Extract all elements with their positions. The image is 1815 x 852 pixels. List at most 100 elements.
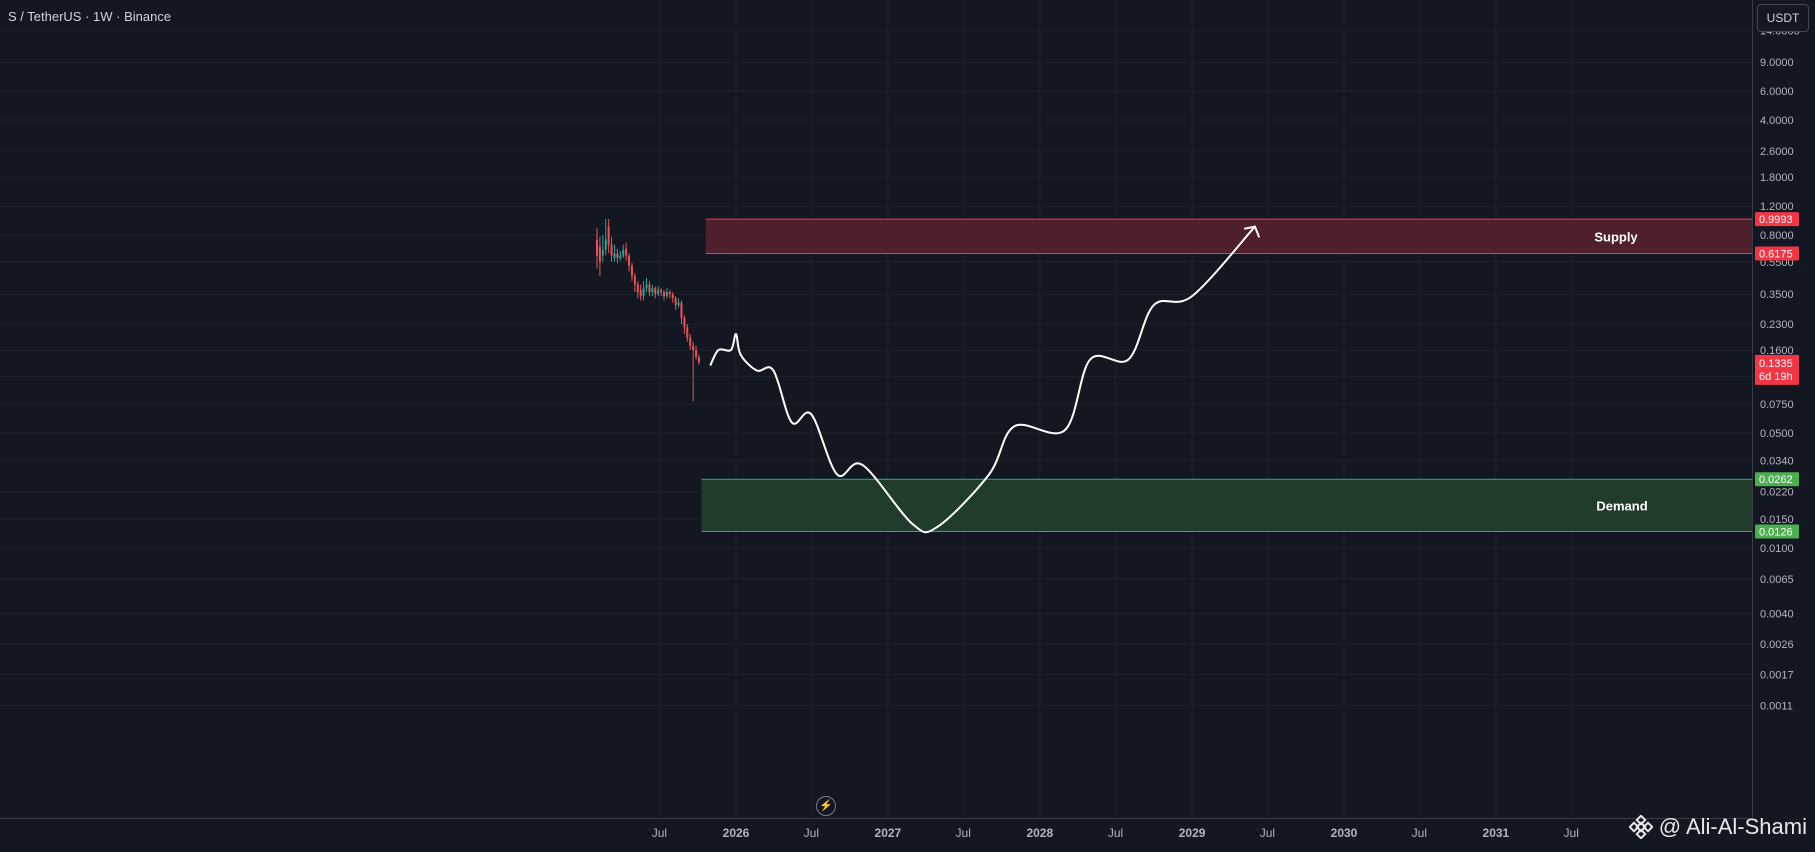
y-tick-label: 2.6000 (1760, 146, 1794, 158)
x-tick-label: 2028 (1026, 826, 1053, 840)
candle-body (645, 284, 648, 289)
price-badge-label: 0.9993 (1759, 214, 1793, 226)
price-badge-label: 0.6175 (1759, 248, 1793, 260)
x-tick-label: 2027 (875, 826, 902, 840)
candle-body (697, 356, 700, 363)
y-tick-label: 0.1600 (1760, 345, 1794, 357)
grid-lines (0, 0, 1752, 818)
currency-button[interactable]: USDT (1757, 4, 1809, 32)
y-tick-label: 1.8000 (1760, 172, 1794, 184)
price-badge (1755, 472, 1799, 487)
candle-body (625, 248, 628, 256)
price-badge (1755, 524, 1799, 539)
y-tick-label: 1.2000 (1760, 201, 1794, 213)
countdown-label: 6d 19h (1759, 371, 1793, 383)
x-tick-label: 2030 (1331, 826, 1358, 840)
candle-body (686, 327, 689, 338)
candle-body (596, 239, 599, 256)
candle-body (622, 249, 625, 256)
candle-body (639, 290, 642, 297)
candle-body (601, 249, 604, 256)
x-tick-label: Jul (956, 826, 971, 840)
supply-label: Supply (1594, 229, 1638, 244)
y-tick-label: 4.0000 (1760, 115, 1794, 127)
candle-body (619, 255, 622, 258)
candle-body (665, 292, 668, 297)
price-badge (1755, 246, 1799, 261)
x-tick-label: Jul (1564, 826, 1579, 840)
candle-body (683, 318, 686, 328)
y-tick-label: 0.0011 (1760, 701, 1793, 713)
x-tick-label: Jul (804, 826, 819, 840)
candle-body (648, 284, 651, 293)
candle-body (689, 337, 692, 346)
candle-body (668, 292, 671, 295)
x-tick-label: Jul (1260, 826, 1275, 840)
y-tick-label: 0.0150 (1760, 514, 1794, 526)
candle-body (654, 288, 657, 295)
watermark-text: @ Ali-Al-Shami (1658, 814, 1807, 839)
demand-label: Demand (1596, 498, 1647, 513)
x-tick-label: 2026 (723, 826, 750, 840)
x-tick-label: 2029 (1179, 826, 1206, 840)
candle-body (633, 276, 636, 285)
binance-diamond-icon (1628, 815, 1653, 839)
candles (596, 219, 700, 402)
y-tick-label: 0.3500 (1760, 289, 1794, 301)
price-chart[interactable]: Supply Demand (0, 0, 1752, 818)
price-badge-label: 0.0262 (1759, 474, 1793, 486)
y-tick-label: 0.0220 (1760, 487, 1794, 499)
x-tick-label: Jul (1108, 826, 1123, 840)
supply-zone (705, 219, 1752, 254)
candle-body (616, 253, 619, 258)
y-tick-label: 0.0040 (1760, 608, 1794, 620)
y-tick-label: 0.8000 (1760, 230, 1794, 242)
last-price-label: 0.1335 (1759, 358, 1793, 370)
candle-body (636, 284, 639, 293)
zones: Supply Demand (701, 218, 1752, 532)
candle-body (642, 288, 645, 297)
candle-body (607, 226, 610, 245)
candle-body (610, 244, 613, 256)
y-tick-label: 0.0500 (1760, 428, 1794, 440)
y-tick-label: 0.0750 (1760, 399, 1794, 411)
watermark: @ Ali-Al-Shami (1628, 814, 1807, 840)
candle-body (651, 288, 654, 293)
y-tick-label: 0.0017 (1760, 670, 1794, 682)
y-tick-label: 0.0065 (1760, 574, 1794, 586)
candle-body (680, 302, 683, 319)
symbol-title[interactable]: S / TetherUS · 1W · Binance (8, 9, 172, 24)
candle-body (613, 253, 616, 258)
candle-body (598, 246, 601, 262)
candle-body (630, 265, 633, 277)
y-tick-label: 0.0026 (1760, 639, 1794, 651)
x-tick-label: 2031 (1483, 826, 1510, 840)
candle-body (695, 349, 698, 357)
projection-line (709, 225, 1256, 534)
y-tick-label: 6.0000 (1760, 86, 1794, 98)
candle-body (663, 292, 666, 297)
lightning-icon[interactable]: ⚡ (816, 796, 836, 816)
y-tick-label: 9.0000 (1760, 57, 1794, 69)
time-axis[interactable]: Jul 2026 Jul 2027 Jul 2028 Jul 2029 Jul 2030 Jul 20… (0, 818, 1752, 847)
x-tick-label: Jul (1412, 826, 1427, 840)
y-tick-label: 0.2300 (1760, 319, 1794, 331)
x-tick-label: Jul (652, 826, 667, 840)
y-tick-label: 0.0340 (1760, 456, 1794, 468)
candle-body (674, 298, 677, 306)
candle-body (604, 239, 607, 250)
demand-zone (701, 479, 1752, 532)
candle-body (692, 345, 695, 350)
projection-path (709, 225, 1260, 534)
candle-body (628, 255, 631, 266)
projection-arrowhead (1243, 225, 1260, 238)
candle-body (677, 302, 680, 306)
last-price-badge (1755, 354, 1799, 385)
y-tick-label: 0.0100 (1760, 543, 1794, 555)
candle-body (671, 294, 674, 299)
price-badge (1755, 212, 1799, 227)
candle-body (657, 290, 660, 295)
candle-body (660, 290, 663, 293)
price-badge-label: 0.0126 (1759, 526, 1793, 538)
price-axis[interactable]: 14.00009.00006.00004.00002.60001.80001.2… (1752, 0, 1815, 818)
